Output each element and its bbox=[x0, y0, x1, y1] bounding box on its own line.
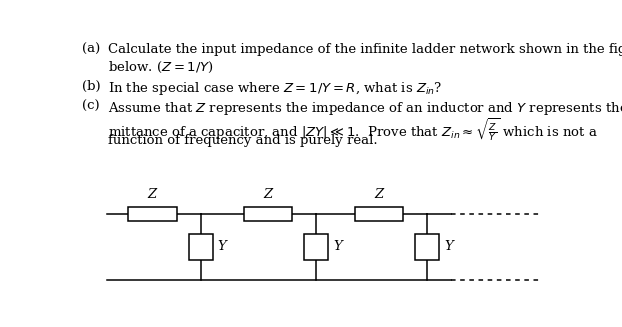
Text: below. ($Z = 1/Y$): below. ($Z = 1/Y$) bbox=[108, 60, 213, 75]
Bar bbox=[188, 234, 213, 260]
Text: (c): (c) bbox=[81, 100, 100, 113]
Text: Calculate the input impedance of the infinite ladder network shown in the figure: Calculate the input impedance of the inf… bbox=[108, 43, 622, 56]
Text: In the special case where $Z = 1/Y = R$, what is $Z_{in}$?: In the special case where $Z = 1/Y = R$,… bbox=[108, 79, 442, 96]
Text: mittance of a capacitor, and $|ZY| \ll 1$.  Prove that $Z_{in} \approx \sqrt{\fr: mittance of a capacitor, and $|ZY| \ll 1… bbox=[108, 117, 597, 143]
Text: (b): (b) bbox=[81, 79, 100, 93]
Bar bbox=[355, 207, 403, 221]
Text: Y: Y bbox=[218, 240, 226, 253]
Text: Z: Z bbox=[374, 188, 384, 201]
Text: Y: Y bbox=[333, 240, 342, 253]
Text: Assume that $Z$ represents the impedance of an inductor and $Y$ represents the a: Assume that $Z$ represents the impedance… bbox=[108, 100, 622, 117]
Bar bbox=[128, 207, 177, 221]
Text: Z: Z bbox=[264, 188, 273, 201]
Bar bbox=[244, 207, 292, 221]
Text: Z: Z bbox=[148, 188, 157, 201]
Text: Y: Y bbox=[444, 240, 453, 253]
Text: (a): (a) bbox=[81, 43, 100, 56]
Bar bbox=[415, 234, 439, 260]
Bar bbox=[304, 234, 328, 260]
Text: function of frequency and is purely real.: function of frequency and is purely real… bbox=[108, 134, 378, 147]
